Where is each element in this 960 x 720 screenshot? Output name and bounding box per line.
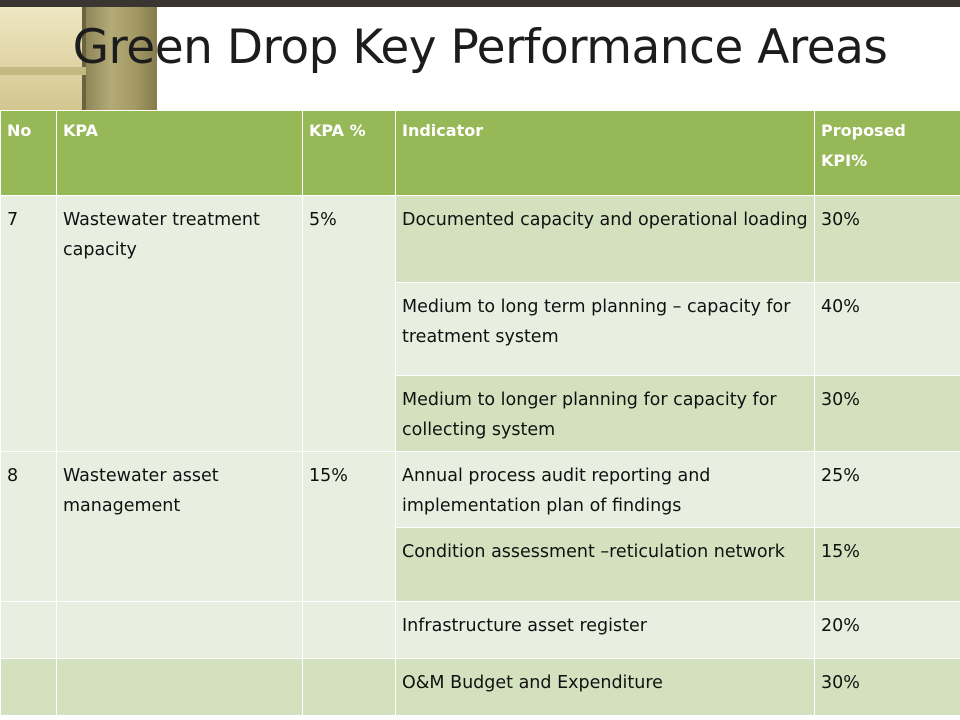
cell-indicator: Documented capacity and operational load… — [395, 195, 815, 283]
cell-proposed-kpi: 30% — [814, 375, 960, 452]
kpa-table: No KPA KPA % Indicator Proposed KPI% 7 W… — [0, 110, 960, 715]
cell-proposed-kpi: 20% — [814, 601, 960, 659]
cell-indicator: Medium to long term planning – capacity … — [395, 282, 815, 376]
slide-title: Green Drop Key Performance Areas — [72, 20, 888, 75]
header-kpa: KPA — [56, 110, 303, 196]
cell-indicator: Infrastructure asset register — [395, 601, 815, 659]
cell-kpa: Wastewater treatment capacity — [56, 195, 303, 452]
corner-photo — [0, 7, 157, 110]
cell-proposed-kpi: 15% — [814, 527, 960, 602]
table-row: O&M Budget and Expenditure 30% — [0, 658, 960, 715]
cell-no: 7 — [0, 195, 57, 452]
table-row: 7 Wastewater treatment capacity 5% Docum… — [0, 195, 960, 452]
table-row: Condition assessment –reticulation netwo… — [1, 527, 960, 602]
cell-indicator: Annual process audit reporting and imple… — [395, 451, 815, 528]
cell-proposed-kpi: 30% — [814, 195, 960, 283]
header-no: No — [0, 110, 57, 196]
cell-indicator: Medium to longer planning for capacity f… — [395, 375, 815, 452]
cell-kpa-percent: 15% — [302, 451, 396, 602]
table-row: Medium to long term planning – capacity … — [1, 282, 960, 376]
corner-photo-ledge — [0, 67, 86, 75]
cell-indicator: O&M Budget and Expenditure — [395, 658, 815, 715]
cell-no: 8 — [0, 451, 57, 602]
header-kpa-percent: KPA % — [302, 110, 396, 196]
cell-kpa-percent — [302, 658, 396, 715]
cell-kpa-percent — [302, 601, 396, 659]
cell-proposed-kpi: 25% — [814, 451, 960, 528]
cell-indicator: Condition assessment –reticulation netwo… — [395, 527, 815, 602]
cell-kpa-percent: 5% — [302, 195, 396, 452]
header-indicator: Indicator — [395, 110, 815, 196]
header-proposed-kpi: Proposed KPI% — [814, 110, 960, 196]
cell-kpa — [56, 601, 303, 659]
top-accent-bar — [0, 0, 960, 7]
corner-photo-shade — [86, 7, 157, 110]
cell-kpa — [56, 658, 303, 715]
table-row: Infrastructure asset register 20% — [0, 601, 960, 659]
cell-proposed-kpi: 40% — [814, 282, 960, 376]
cell-proposed-kpi: 30% — [814, 658, 960, 715]
cell-kpa: Wastewater asset management — [56, 451, 303, 602]
cell-no — [0, 658, 57, 715]
table-row: 8 Wastewater asset management 15% Annual… — [0, 451, 960, 602]
table-header-row: No KPA KPA % Indicator Proposed KPI% — [0, 110, 960, 196]
table-row: Medium to longer planning for capacity f… — [1, 375, 960, 452]
cell-no — [0, 601, 57, 659]
